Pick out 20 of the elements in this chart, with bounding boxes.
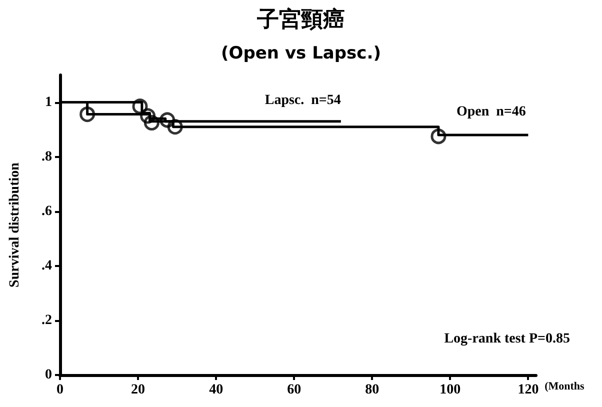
y-tick-label: 0 [45, 368, 52, 382]
y-axis-title: Survival distribution [8, 162, 22, 288]
series-label: Open n=46 [456, 104, 526, 120]
y-tick-label: 1 [45, 94, 52, 110]
y-tick-label: .8 [42, 149, 52, 164]
x-tick-label: 120 [518, 382, 539, 398]
y-tick-label: .4 [42, 258, 52, 274]
x-tick-label: 80 [365, 382, 380, 398]
series-label: Lapsc. n=54 [264, 92, 341, 108]
annotation: Log-rank test P=0.85 [444, 332, 570, 346]
x-axis-title: (Months [544, 380, 586, 392]
x-tick-label: 60 [287, 382, 302, 398]
x-tick-label: 100 [440, 382, 461, 398]
y-tick-label: .6 [42, 204, 52, 219]
chart-subtitle: (Open vs Lapsc.) [221, 44, 381, 64]
x-tick-label: 0 [56, 382, 64, 398]
x-tick-label: 20 [131, 382, 146, 398]
y-tick-label: .2 [42, 312, 52, 328]
x-tick-label: 40 [209, 382, 224, 398]
chart-title: 子宮頸癌 [256, 6, 345, 32]
